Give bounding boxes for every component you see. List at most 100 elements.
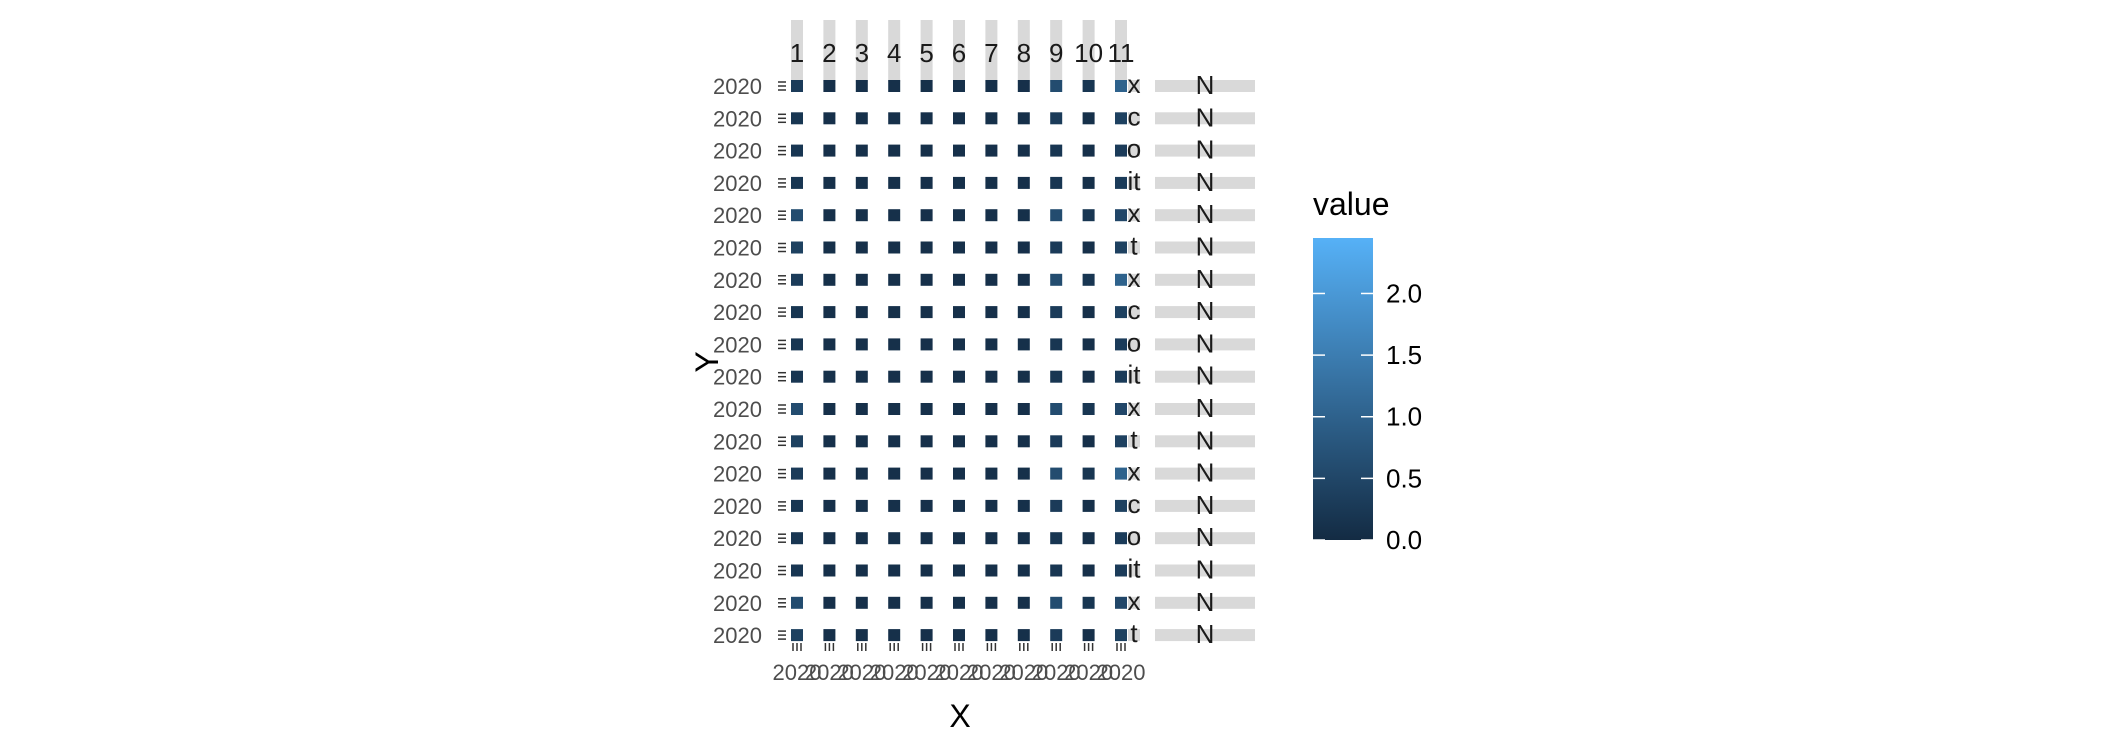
row-strip (1128, 596, 1140, 609)
heatmap-tile (1017, 629, 1030, 642)
heatmap-tile (985, 499, 998, 512)
y-tick-label: 2020 (713, 139, 762, 164)
y-tick-label: 2020 (713, 429, 762, 454)
row-strip (1128, 564, 1140, 577)
row-strip-outer-label: N (1196, 458, 1215, 488)
row-strip-label: it (1128, 166, 1142, 196)
heatmap-tile (791, 80, 803, 92)
heatmap-tile (920, 499, 933, 512)
heatmap-tile (1017, 144, 1030, 157)
heatmap-tile (791, 112, 803, 125)
y-tick-label: 2020 (713, 236, 762, 261)
heatmap-tile (1017, 532, 1030, 545)
heatmap-tile (1082, 403, 1095, 415)
heatmap-tile (953, 80, 965, 92)
row-strip-label: x (1128, 198, 1141, 228)
x-tick-label: 2020 (935, 660, 984, 685)
heatmap-tile (1082, 629, 1095, 642)
heatmap-tile (823, 564, 836, 577)
heatmap-tile (888, 370, 901, 383)
heatmap-tile (1050, 176, 1063, 189)
heatmap-tile (791, 273, 803, 286)
row-strip-label: o (1127, 327, 1141, 357)
row-strip-label: it (1128, 554, 1142, 584)
legend-tick-label: 0.5 (1386, 463, 1422, 493)
heatmap-tile (791, 596, 803, 609)
column-strip-label: 7 (984, 38, 998, 68)
heatmap-tile (791, 241, 803, 254)
heatmap-tile (1050, 629, 1063, 642)
row-strip-outer (1155, 564, 1255, 577)
heatmap-tile (1050, 370, 1063, 383)
row-strip-label: x (1128, 69, 1141, 99)
heatmap-tile (888, 112, 901, 125)
column-strip (953, 20, 965, 82)
heatmap-tile (1017, 80, 1030, 92)
row-strip-outer (1155, 80, 1255, 92)
heatmap-tile (920, 176, 933, 189)
heatmap-tile (888, 532, 901, 545)
y-axis-ticks: 2020 2020 2020 2020 2020 2020 2020 2020 2020 2020… (713, 74, 786, 648)
heatmap-tile (888, 435, 901, 448)
heatmap-tile (920, 144, 933, 157)
heatmap-tile (888, 467, 901, 480)
legend-title: value (1313, 186, 1390, 222)
heatmap-tile (1115, 338, 1127, 351)
heatmap-tile (1115, 435, 1127, 448)
heatmap-tile (823, 273, 836, 286)
heatmap-tile (1082, 435, 1095, 448)
heatmap-tile (823, 112, 836, 125)
heatmap-tile (1017, 435, 1030, 448)
heatmap-tile (1115, 241, 1127, 254)
heatmap-tile (888, 209, 901, 222)
heatmap-tile (953, 596, 965, 609)
heatmap-tile (1050, 338, 1063, 351)
row-strip-outer-label: N (1196, 328, 1215, 358)
heatmap-tile (855, 467, 868, 480)
row-strip-outer (1155, 209, 1255, 222)
heatmap-tile (855, 273, 868, 286)
y-tick-label: 2020 (713, 203, 762, 228)
heatmap-tile (920, 273, 933, 286)
x-tick-label: 2020 (902, 660, 951, 685)
legend-tick-label: 0.0 (1386, 525, 1422, 555)
heatmap-tile (791, 176, 803, 189)
color-legend: value 0.0 0.5 1.0 1.5 2.0 (1313, 186, 1422, 555)
x-axis-title: X (949, 698, 970, 734)
heatmap-tile (953, 306, 965, 319)
heatmap-tile (1082, 370, 1095, 383)
row-strip (1128, 306, 1140, 319)
heatmap-tile (920, 629, 933, 642)
heatmap-tile (953, 629, 965, 642)
column-strip (985, 20, 998, 82)
heatmap-tile (791, 370, 803, 383)
row-strip (1128, 532, 1140, 545)
heatmap-tile (1050, 596, 1063, 609)
heatmap-tile (920, 403, 933, 415)
legend-tick-label: 1.0 (1386, 402, 1422, 432)
heatmap-tile (888, 80, 901, 92)
heatmap-tile (1082, 144, 1095, 157)
row-strip-outer (1155, 306, 1255, 319)
heatmap-tile (888, 144, 901, 157)
x-tick-label: 2020 (967, 660, 1016, 685)
heatmap-tile (823, 176, 836, 189)
heatmap-tile (823, 596, 836, 609)
heatmap-tile (1050, 80, 1063, 92)
column-strip (791, 20, 803, 82)
heatmap-tile (1050, 532, 1063, 545)
column-strip (823, 20, 836, 82)
heatmap-tile (1082, 273, 1095, 286)
heatmap-tile (953, 338, 965, 351)
x-tick-label: 2020 (1097, 660, 1146, 685)
heatmap-tile (1050, 306, 1063, 319)
y-tick-label: 2020 (713, 268, 762, 293)
heatmap-tile (1050, 144, 1063, 157)
row-strip-label: it (1128, 360, 1142, 390)
heatmap-tile (855, 370, 868, 383)
heatmap-tile (1115, 467, 1127, 480)
heatmap-tile (1082, 241, 1095, 254)
heatmap-tile (1115, 629, 1127, 642)
column-strip (1017, 20, 1030, 82)
